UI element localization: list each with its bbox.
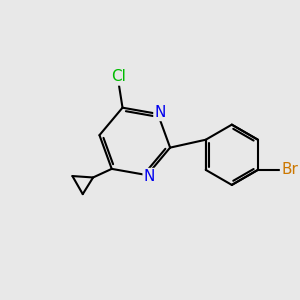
Text: Cl: Cl [111,70,126,85]
Text: Br: Br [281,162,298,177]
Text: N: N [154,105,166,120]
Text: N: N [144,169,155,184]
